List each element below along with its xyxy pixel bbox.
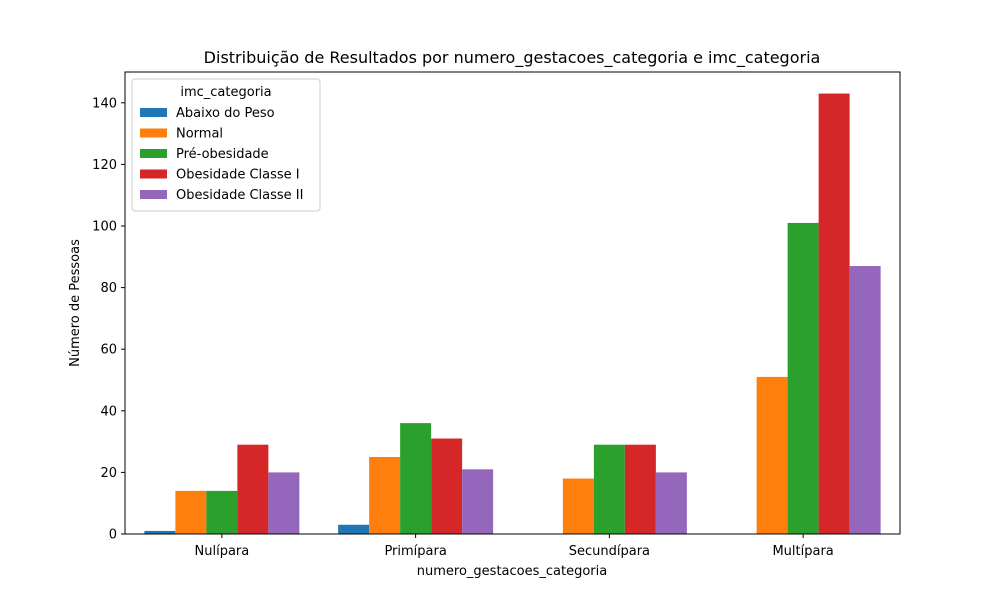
bar-1-3 xyxy=(431,438,463,534)
legend-swatch xyxy=(140,149,167,158)
y-tick-label: 60 xyxy=(100,343,117,358)
y-axis: 0 20 40 60 80 100 120 140 xyxy=(92,96,125,543)
x-tick-label: Nulípara xyxy=(195,544,250,559)
bar-0-2 xyxy=(206,490,238,534)
bar-0-1 xyxy=(175,490,207,534)
bar-1-0 xyxy=(338,524,370,534)
y-axis-label: Número de Pessoas xyxy=(68,239,83,367)
x-tick-label: Secundípara xyxy=(569,544,650,559)
y-tick-label: 20 xyxy=(100,466,117,481)
x-tick-label: Primípara xyxy=(384,544,446,559)
bar-1-1 xyxy=(369,457,401,534)
bar-2-1 xyxy=(562,478,594,534)
legend-swatch xyxy=(140,108,167,117)
bar-2-3 xyxy=(624,444,656,534)
bar-2-4 xyxy=(655,472,687,534)
legend: imc_categoria Abaixo do Peso Normal Pré-obe… xyxy=(131,78,321,212)
legend-swatch xyxy=(140,128,167,138)
bar-0-3 xyxy=(237,444,269,534)
bar-1-4 xyxy=(462,469,494,534)
bar-2-2 xyxy=(593,444,625,534)
x-tick-label: Multípara xyxy=(772,544,833,559)
y-tick-label: 0 xyxy=(109,528,117,543)
bar-3-4 xyxy=(849,266,881,534)
legend-swatch xyxy=(140,169,167,179)
legend-entry: Abaixo do Peso xyxy=(176,106,275,121)
bar-3-1 xyxy=(756,376,788,534)
legend-box xyxy=(131,78,321,212)
bar-0-0 xyxy=(144,530,176,534)
legend-entry: Normal xyxy=(176,127,223,142)
y-tick-label: 120 xyxy=(92,158,117,173)
y-tick-label: 100 xyxy=(92,220,117,235)
bar-0-4 xyxy=(268,472,300,534)
plot-frame xyxy=(124,71,901,535)
legend-entry: Obesidade Classe II xyxy=(176,188,303,203)
bars-group xyxy=(144,93,881,535)
bar-1-2 xyxy=(400,423,432,534)
bar-3-3 xyxy=(818,93,850,534)
x-axis-label: numero_gestacoes_categoria xyxy=(417,564,607,579)
y-tick-label: 40 xyxy=(100,404,117,419)
legend-entry: Obesidade Classe I xyxy=(176,168,300,183)
y-tick-label: 80 xyxy=(100,281,117,296)
legend-swatch xyxy=(140,190,167,199)
bar-3-2 xyxy=(787,222,819,535)
legend-entry: Pré-obesidade xyxy=(176,147,269,162)
legend-title: imc_categoria xyxy=(180,85,271,100)
y-tick-label: 140 xyxy=(92,96,117,111)
x-axis: Nulípara Primípara Secundípara Multípara xyxy=(195,534,834,559)
chart-title: Distribuição de Resultados por numero_ge… xyxy=(204,48,821,68)
